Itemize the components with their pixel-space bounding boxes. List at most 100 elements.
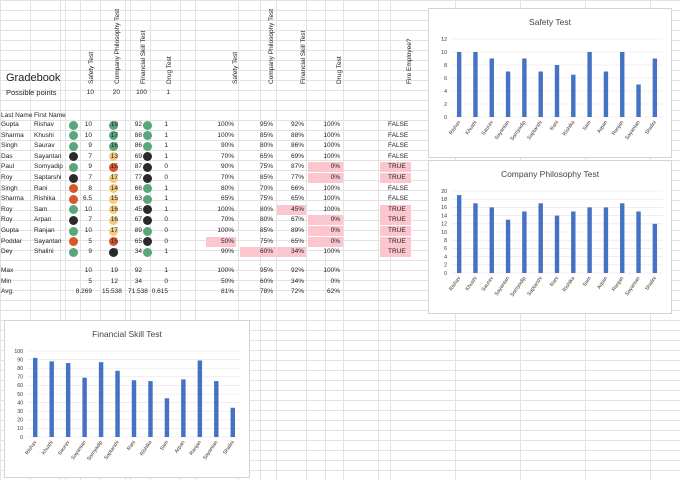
last-name-cell[interactable]: Das bbox=[1, 152, 13, 160]
safety-percent-cell[interactable]: 65% bbox=[220, 195, 234, 203]
safety-score-cell[interactable]: 9 bbox=[88, 142, 92, 150]
safety-percent-cell[interactable]: 90% bbox=[220, 248, 234, 256]
financial-percent-cell[interactable]: 88% bbox=[290, 131, 304, 139]
philosophy-score-cell[interactable]: 16 bbox=[110, 142, 118, 150]
stat-percent[interactable]: 81% bbox=[220, 288, 234, 296]
philosophy-score-cell[interactable]: 16 bbox=[110, 205, 118, 213]
financial-score-cell[interactable]: 34 bbox=[134, 248, 142, 256]
financial-percent-cell[interactable]: 65% bbox=[290, 237, 304, 245]
possible-points-value[interactable]: 20 bbox=[112, 89, 120, 96]
safety-score-cell[interactable]: 10 bbox=[84, 205, 92, 213]
financial-percent-cell[interactable]: 67% bbox=[290, 216, 304, 224]
drug-percent-cell[interactable]: 0% bbox=[330, 227, 340, 234]
financial-percent-cell[interactable]: 66% bbox=[290, 184, 304, 192]
fire-employee-cell[interactable]: TRUE bbox=[388, 248, 406, 256]
stat-value[interactable]: 15.538 bbox=[102, 288, 122, 296]
stat-value[interactable]: 8.269 bbox=[75, 288, 92, 296]
drug-percent-cell[interactable]: 0% bbox=[330, 237, 340, 245]
philosophy-percent-cell[interactable]: 75% bbox=[259, 237, 273, 245]
philosophy-percent-cell[interactable]: 70% bbox=[259, 184, 273, 192]
philosophy-percent-cell[interactable]: 75% bbox=[259, 163, 273, 171]
drug-score-cell[interactable]: 0 bbox=[164, 174, 168, 181]
philosophy-score-cell[interactable]: 16 bbox=[110, 216, 118, 224]
possible-points-value[interactable]: 10 bbox=[86, 89, 94, 96]
financial-percent-cell[interactable]: 87% bbox=[290, 163, 304, 171]
last-name-cell[interactable]: Roy bbox=[1, 216, 13, 224]
stat-percent[interactable]: 95% bbox=[259, 267, 273, 274]
header-first-name[interactable]: First Name bbox=[34, 112, 66, 119]
safety-score-cell[interactable]: 9 bbox=[88, 248, 92, 256]
header-last-name[interactable]: Last Name bbox=[1, 112, 33, 119]
safety-percent-cell[interactable]: 80% bbox=[220, 184, 234, 192]
first-name-cell[interactable]: Rishika bbox=[34, 195, 56, 203]
fire-employee-cell[interactable]: FALSE bbox=[388, 184, 409, 192]
safety-percent-cell[interactable]: 100% bbox=[217, 121, 234, 128]
philosophy-score-cell[interactable]: 14 bbox=[110, 184, 118, 192]
drug-score-cell[interactable]: 1 bbox=[164, 152, 168, 160]
financial-percent-cell[interactable]: 34% bbox=[290, 248, 304, 256]
financial-percent-cell[interactable]: 92% bbox=[290, 121, 304, 128]
philosophy-score-cell[interactable]: 17 bbox=[110, 131, 118, 139]
drug-score-cell[interactable]: 0 bbox=[164, 227, 168, 234]
stat-value[interactable]: 0 bbox=[164, 277, 168, 285]
philosophy-percent-cell[interactable]: 85% bbox=[259, 174, 273, 181]
financial-score-cell[interactable]: 86 bbox=[134, 142, 142, 150]
stat-label[interactable]: Avg. bbox=[1, 288, 14, 296]
fire-employee-cell[interactable]: TRUE bbox=[388, 216, 406, 224]
column-header-right[interactable]: Financial Skill Test bbox=[300, 30, 307, 84]
safety-percent-cell[interactable]: 70% bbox=[220, 152, 234, 160]
safety-score-cell[interactable]: 7 bbox=[88, 152, 92, 160]
financial-score-cell[interactable]: 88 bbox=[134, 131, 142, 139]
financial-percent-cell[interactable]: 89% bbox=[290, 227, 304, 234]
drug-score-cell[interactable]: 0 bbox=[164, 216, 168, 224]
safety-percent-cell[interactable]: 90% bbox=[220, 163, 234, 171]
column-header-left[interactable]: Drug Test bbox=[166, 56, 173, 84]
philosophy-percent-cell[interactable]: 60% bbox=[259, 248, 273, 256]
drug-score-cell[interactable]: 1 bbox=[164, 131, 168, 139]
column-header-right[interactable]: Safety Test bbox=[232, 51, 239, 84]
column-header-right[interactable]: Drug Test bbox=[336, 56, 343, 84]
drug-score-cell[interactable]: 1 bbox=[164, 142, 168, 150]
financial-score-cell[interactable]: 45 bbox=[134, 205, 142, 213]
stat-percent[interactable]: 100% bbox=[217, 267, 234, 274]
safety-score-cell[interactable]: 9 bbox=[88, 163, 92, 171]
philosophy-percent-cell[interactable]: 85% bbox=[259, 131, 273, 139]
last-name-cell[interactable]: Gupta bbox=[1, 121, 19, 128]
first-name-cell[interactable]: Sayantan bbox=[34, 152, 62, 160]
philosophy-score-cell[interactable]: 19 bbox=[110, 121, 118, 128]
stat-label[interactable]: Min bbox=[1, 277, 12, 285]
financial-percent-cell[interactable]: 45% bbox=[290, 205, 304, 213]
drug-score-cell[interactable]: 1 bbox=[164, 205, 168, 213]
drug-score-cell[interactable]: 1 bbox=[164, 248, 168, 256]
last-name-cell[interactable]: Dey bbox=[1, 248, 13, 256]
stat-value[interactable]: 10 bbox=[84, 267, 92, 274]
safety-score-cell[interactable]: 7 bbox=[88, 216, 92, 224]
column-header-left[interactable]: Company Philosophy Test bbox=[114, 8, 121, 84]
fire-employee-cell[interactable]: FALSE bbox=[388, 152, 409, 160]
drug-percent-cell[interactable]: 0% bbox=[330, 216, 340, 224]
drug-score-cell[interactable]: 1 bbox=[164, 121, 168, 128]
philosophy-percent-cell[interactable]: 95% bbox=[259, 121, 273, 128]
chart-1-container[interactable]: Safety Test 0 2 4 6 8 10 12 Rishav Khushi Saurav Sa… bbox=[428, 8, 672, 158]
column-header-left[interactable]: Financial Skill Test bbox=[140, 30, 147, 84]
fire-employee-cell[interactable]: TRUE bbox=[388, 205, 406, 213]
stat-percent[interactable]: 50% bbox=[220, 277, 234, 285]
drug-percent-cell[interactable]: 100% bbox=[323, 195, 340, 203]
drug-percent-cell[interactable]: 100% bbox=[323, 121, 340, 128]
stat-value[interactable]: 19 bbox=[110, 267, 118, 274]
safety-percent-cell[interactable]: 100% bbox=[217, 227, 234, 234]
stat-label[interactable]: Max bbox=[1, 267, 14, 274]
philosophy-score-cell[interactable]: 17 bbox=[110, 174, 118, 181]
safety-score-cell[interactable]: 10 bbox=[84, 131, 92, 139]
first-name-cell[interactable]: Rishav bbox=[34, 121, 54, 128]
safety-score-cell[interactable]: 10 bbox=[84, 227, 92, 234]
philosophy-percent-cell[interactable]: 80% bbox=[259, 216, 273, 224]
financial-percent-cell[interactable]: 77% bbox=[290, 174, 304, 181]
philosophy-score-cell[interactable]: 15 bbox=[110, 163, 118, 171]
last-name-cell[interactable]: Sharma bbox=[1, 195, 24, 203]
stat-value[interactable]: 71.538 bbox=[128, 288, 148, 296]
philosophy-percent-cell[interactable]: 75% bbox=[259, 195, 273, 203]
drug-percent-cell[interactable]: 0% bbox=[330, 174, 340, 181]
safety-score-cell[interactable]: 7 bbox=[88, 174, 92, 181]
safety-percent-cell[interactable]: 70% bbox=[220, 174, 234, 181]
